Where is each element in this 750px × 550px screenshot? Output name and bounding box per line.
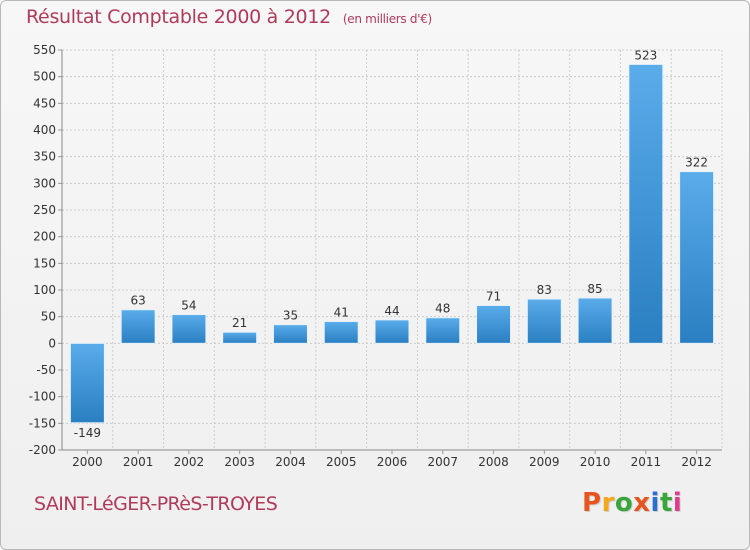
logo-letter: x [633,488,651,518]
data-label-2008: 71 [486,289,501,303]
chart-title: Résultat Comptable 2000 à 2012 (en millie… [26,6,432,28]
y-tick-label: 200 [33,230,56,244]
bar-2000 [69,342,105,424]
chart-title-text: Résultat Comptable 2000 à 2012 [26,6,331,28]
data-label-2004: 35 [283,309,298,323]
commune-name: SAINT-LéGER-PRèS-TROYES [34,493,278,515]
y-tick-label: -200 [29,443,56,457]
data-label-2006: 44 [384,304,399,318]
bar-2011 [628,63,664,344]
x-tick-label: 2012 [681,455,712,469]
bars [69,63,715,424]
bar-2012 [679,171,715,344]
y-tick-label: 550 [33,43,56,57]
y-tick-label: 450 [33,96,56,110]
y-tick-label: -100 [29,390,56,404]
y-tick-label: 350 [33,150,56,164]
axes: -200 -150 -100 -50 0 50 100 150 200 250 300 350 400 4… [29,43,722,469]
data-label-2003: 21 [232,316,247,330]
data-label-2001: 63 [131,294,146,308]
logo-letter: r [601,488,615,518]
data-labels: -149 63 54 21 35 41 44 48 71 83 85 523 322 [74,48,708,439]
bar-2003 [222,331,258,344]
bar-2002 [171,314,207,344]
bar-2005 [323,320,359,344]
proxiti-logo[interactable]: Proxiti [582,488,682,518]
y-tick-label: 150 [33,256,56,270]
data-label-2012: 322 [685,156,708,170]
y-tick-label: 250 [33,203,56,217]
data-label-2007: 48 [435,302,450,316]
chart-subtitle: (en milliers d'€) [342,12,432,26]
bar-2009 [526,298,562,344]
y-tick-label: 300 [33,176,56,190]
data-label-2005: 41 [334,305,349,319]
y-tick-label: 50 [41,310,56,324]
data-label-2000: -149 [74,426,101,440]
logo-letter: o [614,488,634,518]
logo-letter: t [659,488,673,518]
y-tick-label: 500 [33,70,56,84]
data-label-2011: 523 [634,48,657,62]
bar-2006 [374,319,410,344]
x-tick-label: 2002 [174,455,205,469]
x-tick-label: 2011 [631,455,662,469]
x-tick-label: 2004 [275,455,306,469]
y-tick-label: 400 [33,123,56,137]
logo-letter: P [582,488,602,518]
x-tick-label: 2003 [224,455,255,469]
bar-2007 [425,317,461,344]
x-tick-label: 2006 [377,455,408,469]
logo-letter: i [650,488,660,518]
bar-2001 [120,309,156,344]
y-tick-label: -150 [29,416,56,430]
x-tick-label: 2005 [326,455,357,469]
x-tick-label: 2001 [123,455,154,469]
logo-letter: i [672,488,683,518]
data-label-2009: 83 [537,283,552,297]
x-tick-label: 2000 [72,455,103,469]
data-label-2010: 85 [587,282,602,296]
x-tick-label: 2008 [478,455,509,469]
data-label-2002: 54 [181,299,196,313]
bar-2008 [476,304,512,344]
x-tick-label: 2010 [580,455,611,469]
bar-2004 [272,324,308,344]
bar-2010 [577,297,613,344]
x-tick-label: 2009 [529,455,560,469]
y-tick-label: 100 [33,283,56,297]
grid-lines [61,49,723,451]
y-tick-label: 0 [48,336,56,350]
y-tick-label: -50 [36,363,56,377]
x-tick-label: 2007 [427,455,458,469]
